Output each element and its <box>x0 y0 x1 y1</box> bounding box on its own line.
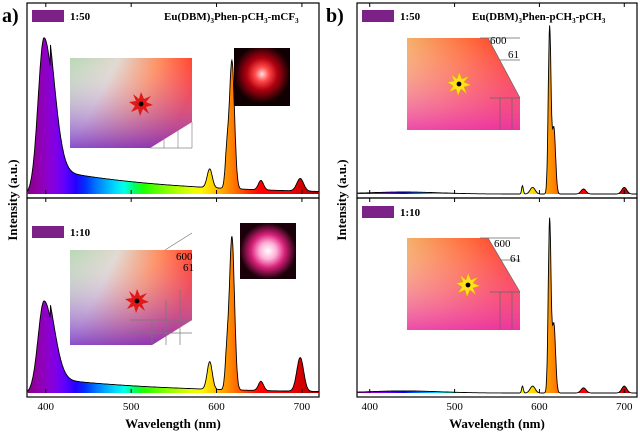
ratio-label-a-top: 1:50 <box>70 11 91 23</box>
panel-a-bottom-frame <box>26 197 320 398</box>
panel-label-b: b) <box>326 5 344 27</box>
cie-tick-600-b-top: 600 <box>490 35 507 47</box>
cie-tick-61-b-bottom: 61 <box>510 253 521 265</box>
y-axis-label-a: Intensity (a.u.) <box>5 159 20 240</box>
sample-photo-a-bottom <box>240 223 296 279</box>
spectrum-line-b-2 <box>357 217 637 394</box>
legend-swatch-b-top <box>362 10 394 22</box>
spectrum-line-a-2 <box>26 236 319 392</box>
cie-marker-a-bottom <box>125 289 149 313</box>
x-tick-label-a-600: 600 <box>208 401 225 413</box>
x-tick-label-b-700: 700 <box>616 401 633 413</box>
x-tick-label-b-500: 500 <box>446 401 463 413</box>
ticks-layer: 400 500 600 700 400 500 600 700 <box>38 3 633 413</box>
cie-marker-b-bottom <box>455 272 481 298</box>
sample-photo-a-top <box>234 48 290 106</box>
x-tick-label-a-700: 700 <box>294 401 311 413</box>
cie-tick-61-b-top: 61 <box>508 49 519 61</box>
panel-b-title: Eu(DBM)3Phen-pCH3-pCH3 <box>472 11 606 25</box>
panel-b-bottom-frame <box>356 197 638 398</box>
x-tick-label-b-400: 400 <box>361 401 378 413</box>
panel-label-a: a) <box>2 5 19 27</box>
x-axis-label-a: Wavelength (nm) <box>125 416 221 431</box>
spectra-layer <box>26 25 637 394</box>
ratio-label-b-top: 1:50 <box>400 11 421 23</box>
y-axis-label-b: Intensity (a.u.) <box>334 159 349 240</box>
panel-a-title: Eu(DBM)3Phen-pCH3-mCF3 <box>164 11 299 25</box>
spectrum-line-b-1 <box>357 25 637 195</box>
x-tick-label-b-600: 600 <box>531 401 548 413</box>
cie-tick-600-a: 600 <box>176 251 193 263</box>
legend-swatch-b-bottom <box>362 206 394 218</box>
legend-swatch-a-bottom <box>32 226 64 238</box>
spectrum-area-a-2 <box>27 236 319 393</box>
legend-swatch-a-top <box>32 10 64 22</box>
ratio-label-a-bottom: 1:10 <box>70 227 91 239</box>
x-tick-label-a-500: 500 <box>123 401 140 413</box>
spectrum-area-a-1 <box>27 37 319 194</box>
x-axis-label-b: Wavelength (nm) <box>449 416 545 431</box>
cie-tick-61-a: 61 <box>183 262 194 274</box>
x-tick-label-a-400: 400 <box>38 401 55 413</box>
ratio-label-b-bottom: 1:10 <box>400 207 421 219</box>
cie-marker-a-top <box>129 92 153 116</box>
cie-marker-b-top <box>446 71 472 97</box>
cie-tick-600-b-bottom: 600 <box>494 238 511 250</box>
cie-inset-a-bottom: 600 61 <box>70 232 194 345</box>
spectrum-line-a-1 <box>26 37 319 192</box>
